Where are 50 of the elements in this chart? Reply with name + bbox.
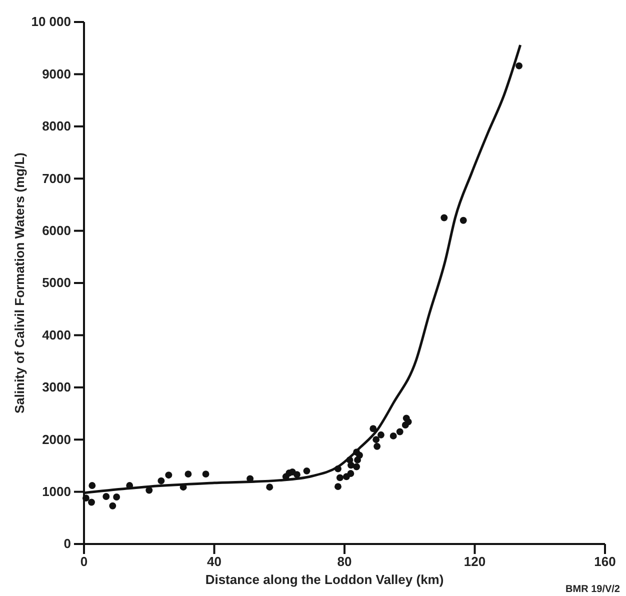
point <box>88 482 96 490</box>
point <box>516 62 523 70</box>
point <box>336 474 344 482</box>
x-tick-label: 80 <box>337 554 352 570</box>
y-tick-label: 6000 <box>42 222 71 238</box>
point <box>353 463 360 470</box>
point <box>158 477 165 484</box>
point <box>113 494 120 500</box>
y-tick-label: 10 000 <box>31 14 71 30</box>
y-tick-label: 5000 <box>42 275 71 290</box>
point <box>390 432 397 440</box>
point <box>334 483 342 490</box>
y-tick-label: 8000 <box>42 118 71 134</box>
y-tick-label: 1000 <box>42 484 71 499</box>
point <box>334 465 342 472</box>
y-tick-label: 2000 <box>42 432 71 447</box>
point <box>266 484 274 491</box>
point <box>370 425 377 432</box>
point <box>303 467 310 474</box>
y-tick-label: 4000 <box>42 327 71 342</box>
y-tick-label: 7000 <box>42 170 71 186</box>
point <box>396 428 404 436</box>
x-axis-title: Distance along the Loddon Valley (km) <box>205 572 444 587</box>
point <box>347 470 354 477</box>
point <box>372 436 380 444</box>
y-tick-label: 9000 <box>42 66 71 82</box>
point <box>404 418 412 426</box>
point <box>374 442 381 450</box>
point <box>460 216 467 224</box>
x-tick-label: 120 <box>464 554 486 570</box>
point <box>377 431 384 438</box>
point <box>202 470 210 478</box>
point <box>184 470 192 478</box>
y-tick-label: 0 <box>64 536 71 552</box>
text: BMR 19/V/2 <box>566 584 620 595</box>
y-tick-label: 3000 <box>42 380 71 395</box>
point <box>146 486 153 494</box>
x-tick-label: 160 <box>594 554 616 570</box>
point <box>346 456 354 464</box>
point <box>354 456 362 464</box>
point <box>293 471 300 478</box>
point <box>82 494 90 502</box>
point <box>165 472 172 479</box>
y-axis-title: Salinity of Calivil Formation Waters (mg/L) <box>12 152 27 414</box>
x-tick-label: 40 <box>207 554 222 570</box>
point <box>109 502 116 510</box>
point <box>88 498 95 506</box>
point <box>102 493 110 500</box>
x-tick-label: 0 <box>80 554 88 570</box>
point <box>440 214 448 222</box>
